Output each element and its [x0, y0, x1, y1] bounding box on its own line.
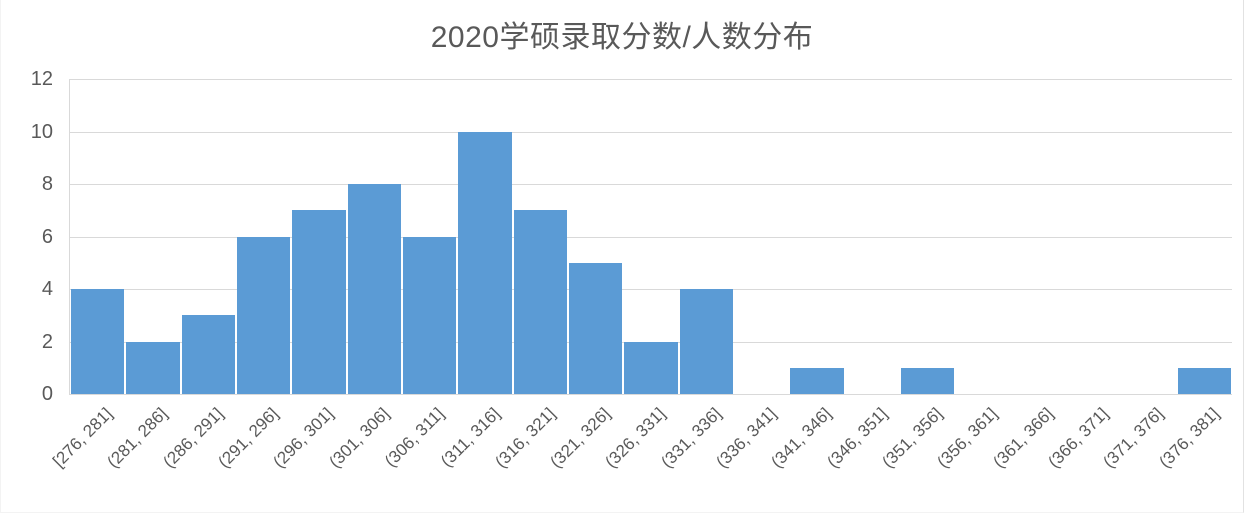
- x-tick-label: (286, 291]: [159, 404, 227, 472]
- bar-(301, 306]: [347, 184, 401, 394]
- bars-container: [70, 79, 1232, 394]
- y-tick-label: 10: [30, 120, 53, 143]
- chart-title: 2020学硕录取分数/人数分布: [430, 21, 814, 54]
- bar-(331, 336]: [679, 289, 733, 394]
- x-tick-label: (306, 311]: [381, 404, 449, 471]
- x-tick-label: (331, 336]: [657, 404, 725, 472]
- y-tick-label: 8: [41, 173, 53, 195]
- gridline: [70, 289, 1232, 290]
- x-tick-label: (341, 346]: [767, 404, 836, 472]
- x-tick-label: (376, 381]: [1155, 404, 1223, 472]
- x-tick-label: (361, 366]: [989, 404, 1057, 472]
- bar-(321, 326]: [568, 262, 623, 394]
- x-tick-label: (326, 331]: [601, 404, 670, 472]
- x-tick-label: (371, 376]: [1099, 404, 1168, 472]
- x-tick-label: (301, 306]: [325, 404, 393, 472]
- gridline: [70, 79, 1232, 80]
- x-tick-label: (296, 301]: [269, 404, 338, 472]
- bar-(291, 296]: [236, 236, 291, 394]
- y-tick-label: 2: [41, 330, 53, 353]
- bar-(341, 346]: [790, 367, 844, 394]
- y-tick-label: 12: [30, 68, 53, 90]
- x-tick-label: (336, 341]: [712, 404, 781, 472]
- bar-(296, 301]: [292, 210, 346, 394]
- x-tick-label: (321, 326]: [546, 404, 615, 472]
- bar-(376, 381]: [1177, 367, 1231, 394]
- bar-(316, 321]: [513, 210, 567, 394]
- x-tick-label: (311, 316]: [436, 404, 504, 471]
- y-tick-label: 6: [41, 225, 53, 248]
- x-tick-label: (366, 371]: [1044, 404, 1113, 472]
- bar-(306, 311]: [402, 236, 457, 394]
- x-tick-label: (356, 361]: [933, 404, 1002, 472]
- x-tick-label: (351, 356]: [878, 404, 947, 472]
- gridline: [70, 236, 1232, 238]
- bar-(286, 291]: [181, 315, 235, 394]
- gridline: [70, 131, 1232, 133]
- bar-(351, 356]: [900, 367, 955, 394]
- y-tick-label: 4: [41, 278, 53, 300]
- x-tick-label: (346, 351]: [823, 404, 891, 472]
- bar-(311, 316]: [458, 131, 512, 394]
- x-tick-label: (281, 286]: [103, 404, 172, 472]
- y-axis-labels: 0 2 4 6 8 10 12: [1, 69, 53, 404]
- bar-[276, 281]: [71, 289, 125, 394]
- plot-area: [69, 79, 1232, 395]
- bar-(326, 331]: [624, 341, 678, 394]
- y-tick-label: 0: [41, 383, 53, 405]
- x-tick-label: (316, 321]: [491, 404, 559, 472]
- x-tick-label: [276, 281]: [49, 404, 117, 471]
- x-tick-label: (291, 296]: [214, 404, 283, 472]
- gridline: [70, 184, 1232, 185]
- bar-(281, 286]: [126, 341, 180, 394]
